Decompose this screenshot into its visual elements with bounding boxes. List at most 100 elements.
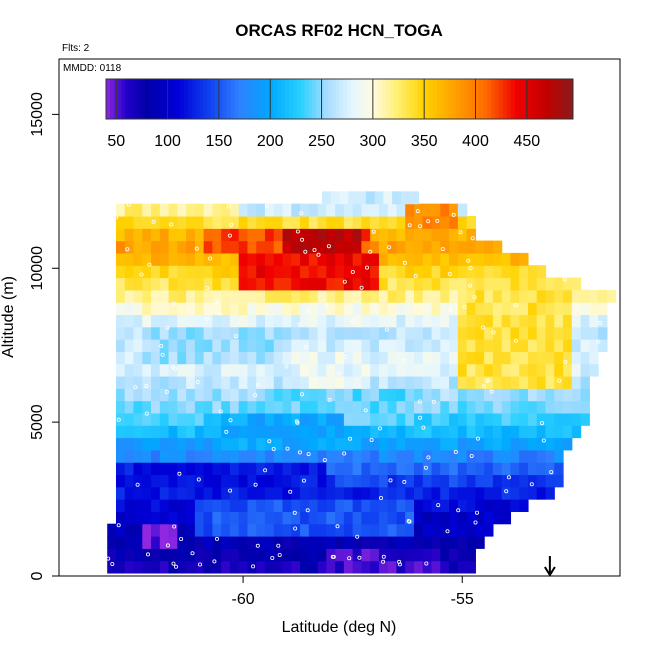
heatmap-cell: [440, 486, 450, 500]
colorbar-segment: [386, 79, 391, 119]
colorbar-segment: [366, 79, 372, 119]
heatmap-cell: [414, 412, 424, 426]
heatmap-cell: [378, 265, 389, 279]
heatmap-cell: [168, 339, 178, 352]
heatmap-cell: [273, 474, 284, 488]
heatmap-cell: [229, 265, 240, 279]
heatmap-cell: [352, 289, 363, 303]
heatmap-cell: [378, 363, 389, 377]
heatmap-cell: [256, 437, 266, 451]
heatmap-cell: [475, 277, 485, 291]
heatmap-cell: [177, 215, 187, 229]
heatmap-cell: [133, 240, 143, 254]
heatmap-cell: [352, 277, 363, 291]
colorbar-segment: [537, 79, 543, 119]
heatmap-cell: [115, 203, 126, 217]
heatmap-cell: [300, 277, 310, 291]
heatmap-cell: [264, 289, 275, 303]
heatmap-cell: [256, 289, 266, 303]
heatmap-cell: [343, 265, 354, 279]
heatmap-cell: [414, 560, 424, 574]
colorbar-segment: [362, 79, 368, 119]
heatmap-cell: [405, 486, 415, 500]
heatmap-cell: [492, 412, 503, 426]
heatmap-cell: [212, 314, 222, 328]
heatmap-cell: [335, 375, 345, 389]
heatmap-cell: [361, 314, 371, 328]
heatmap-cell: [186, 314, 196, 328]
sample-point: [440, 247, 445, 252]
heatmap-cell: [212, 351, 222, 365]
heatmap-cell: [203, 400, 213, 414]
heatmap-cell: [440, 425, 450, 439]
colorbar-segment: [374, 79, 379, 119]
heatmap-cell: [370, 462, 380, 476]
sample-point: [164, 389, 169, 394]
heatmap-cell: [387, 400, 398, 414]
sample-point: [229, 222, 234, 227]
heatmap-cell: [238, 363, 249, 377]
heatmap-cell: [142, 388, 152, 402]
heatmap-cell: [159, 523, 170, 537]
colorbar-segment: [557, 79, 562, 119]
heatmap-cell: [142, 363, 152, 377]
colorbar-segment: [569, 79, 574, 119]
heatmap-cell: [203, 388, 213, 402]
heatmap-cell: [326, 535, 336, 549]
heatmap-cell: [168, 363, 178, 377]
heatmap-cell: [159, 339, 170, 352]
heatmap-cell: [168, 535, 178, 549]
heatmap-cell: [449, 252, 459, 266]
heatmap-cell: [300, 252, 310, 266]
heatmap-cell: [159, 240, 170, 254]
heatmap-cell: [510, 486, 520, 500]
heatmap-cell: [115, 339, 126, 352]
heatmap-cell: [317, 289, 327, 303]
heatmap-cell: [142, 203, 152, 217]
heatmap-cell: [308, 511, 319, 525]
heatmap-cell: [203, 339, 213, 352]
heatmap-cell: [177, 535, 187, 549]
heatmap-cell: [256, 511, 266, 525]
heatmap-cell: [212, 265, 222, 279]
sample-point: [116, 523, 121, 528]
heatmap-cell: [405, 302, 415, 316]
sample-point: [227, 233, 232, 238]
heatmap-cell: [291, 548, 301, 562]
colorbar-segment: [491, 79, 496, 119]
heatmap-cell: [422, 474, 433, 488]
heatmap-cell: [466, 302, 476, 316]
heatmap-cell: [264, 486, 275, 500]
colorbar-segment: [499, 79, 504, 119]
sample-point: [271, 446, 276, 451]
heatmap-cell: [449, 339, 459, 352]
heatmap-cell: [151, 560, 161, 574]
heatmap-cell: [422, 560, 433, 574]
heatmap-cell: [326, 228, 336, 242]
sample-point: [171, 301, 176, 306]
heatmap-cell: [194, 277, 205, 291]
heatmap-cell: [457, 265, 468, 279]
heatmap-cell: [256, 425, 266, 439]
heatmap-cell: [501, 289, 512, 303]
sample-point: [208, 256, 213, 261]
colorbar-tick-label: 300: [360, 133, 387, 150]
heatmap-cell: [361, 240, 371, 254]
heatmap-cell: [378, 437, 389, 451]
sample-point: [348, 436, 353, 441]
sample-point: [426, 219, 431, 224]
heatmap-cell: [492, 363, 503, 377]
heatmap-cell: [168, 240, 178, 254]
colorbar-segment: [195, 79, 200, 119]
heatmap-cell: [247, 474, 257, 488]
heatmap-cell: [519, 486, 529, 500]
heatmap-cell: [396, 449, 406, 463]
heatmap-cell: [414, 289, 424, 303]
heatmap-cell: [221, 499, 231, 512]
heatmap-cell: [431, 412, 441, 426]
heatmap-cell: [133, 326, 143, 340]
heatmap-cell: [563, 425, 573, 439]
sample-point: [173, 564, 178, 569]
colorbar-segment: [121, 79, 126, 119]
